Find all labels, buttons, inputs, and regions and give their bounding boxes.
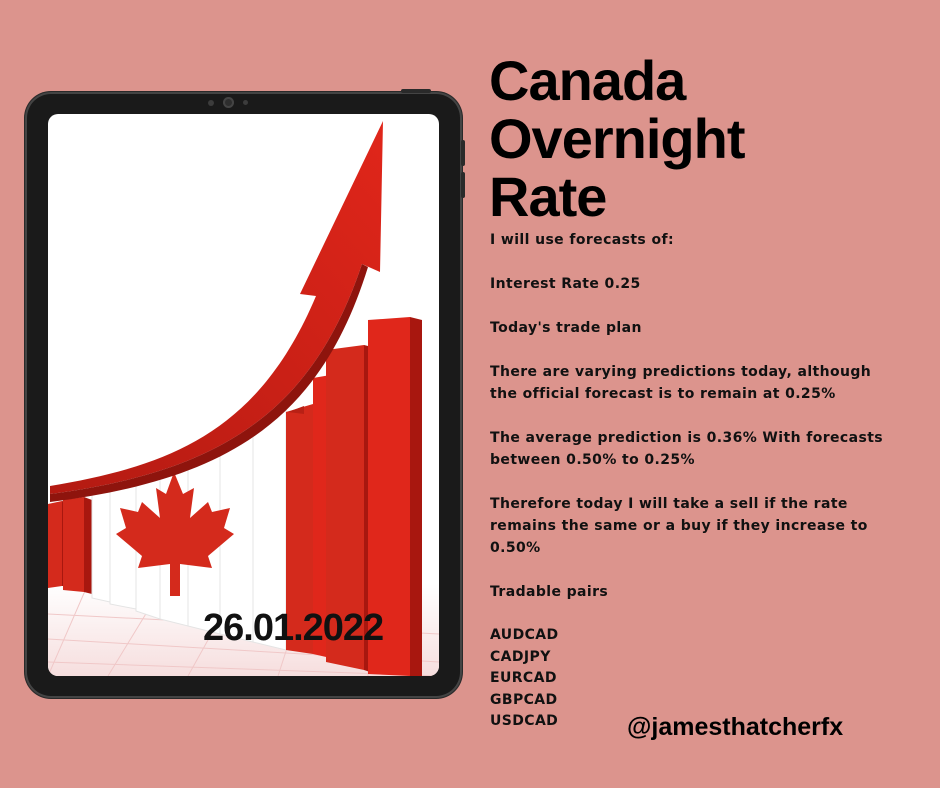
date-label: 26.01.2022 [203, 607, 384, 649]
list-item: GBPCAD [490, 691, 558, 708]
list-item: CADJPY [490, 648, 551, 665]
canada-flag-bar-chart-arrow-icon [48, 121, 439, 676]
title-line: Rate [489, 165, 607, 228]
plan-heading: Today's trade plan [490, 320, 642, 336]
title-line: Canada [489, 49, 686, 112]
intro-text: I will use forecasts of: [490, 232, 674, 248]
pairs-list: AUDCAD CADJPY EURCAD GBPCAD USDCAD [490, 625, 890, 733]
tablet-camera [203, 97, 263, 109]
tablet-side-button [401, 89, 431, 93]
list-item: AUDCAD [490, 627, 559, 643]
tablet-screen: 26.01.2022 [48, 114, 439, 676]
trade-plan-text: I will use forecasts of: Interest Rate 0… [490, 229, 890, 733]
pairs-heading: Tradable pairs [490, 584, 609, 600]
tablet-frame: 26.01.2022 [25, 89, 465, 698]
average-text: The average prediction is 0.36% With for… [490, 430, 884, 468]
list-item: USDCAD [490, 713, 559, 729]
page-title: Canada Overnight Rate [489, 49, 745, 228]
list-item: EURCAD [490, 670, 557, 686]
interest-rate-text: Interest Rate 0.25 [490, 276, 641, 292]
tablet-volume-button [461, 140, 465, 166]
social-handle: @jamesthatcherfx [627, 713, 844, 741]
title-line: Overnight [489, 107, 745, 170]
plan-text: Therefore today I will take a sell if th… [490, 496, 868, 556]
tablet-volume-button [461, 172, 465, 198]
prediction-text: There are varying predictions today, alt… [490, 364, 872, 402]
